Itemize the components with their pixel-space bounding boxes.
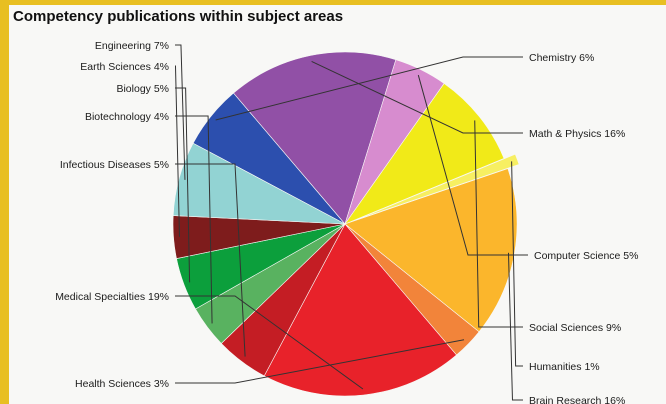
- leader-line-social-sciences: [474, 120, 523, 328]
- slice-label-brain-research: Brain Research 16%: [529, 395, 625, 404]
- slice-labels: Chemistry 6% Math & Physics 16% Computer S…: [55, 40, 638, 404]
- leader-line-health-sciences: [175, 339, 465, 384]
- leader-line-medical-specialties: [175, 295, 364, 390]
- pie-slice-math-physics: [233, 51, 397, 225]
- slice-label-medical-specialties: Medical Specialties 19%: [55, 291, 169, 303]
- leader-line-math-physics: [311, 60, 523, 134]
- pie-chart: Chemistry 6% Math & Physics 16% Computer S…: [55, 40, 638, 404]
- leader-lines: [174, 44, 528, 401]
- slice-label-engineering: Engineering 7%: [95, 40, 169, 52]
- slice-label-infectious-diseases: Infectious Diseases 5%: [60, 159, 169, 171]
- leader-line-brain-research: [507, 252, 523, 401]
- slice-label-earth-sciences: Earth Sciences 4%: [80, 61, 169, 73]
- pie-slice-humanities: [356, 153, 520, 221]
- chart-frame: Competency publications within subject a…: [9, 5, 666, 404]
- leader-line-biology: [175, 87, 191, 283]
- slice-label-computer-science: Computer Science 5%: [534, 250, 638, 262]
- leader-line-computer-science: [417, 74, 528, 256]
- slice-label-biology: Biology 5%: [116, 83, 169, 95]
- slice-label-humanities: Humanities 1%: [529, 361, 600, 373]
- slice-label-social-sciences: Social Sciences 9%: [529, 322, 621, 334]
- leader-line-earth-sciences: [174, 65, 180, 237]
- pie-slice-medical-specialties: [263, 223, 457, 397]
- slice-label-health-sciences: Health Sciences 3%: [75, 378, 169, 390]
- pie-slices: [172, 51, 520, 397]
- leader-line-humanities: [511, 161, 523, 367]
- leader-line-infectious-diseases: [175, 163, 246, 357]
- leader-line-engineering: [175, 44, 186, 180]
- pie-slice-engineering: [172, 142, 346, 225]
- chart-title: Competency publications within subject a…: [13, 8, 344, 25]
- slice-label-biotechnology: Biotechnology 4%: [85, 111, 169, 123]
- leader-line-chemistry: [215, 56, 523, 121]
- pie-slice-social-sciences: [344, 83, 505, 225]
- slice-label-chemistry: Chemistry 6%: [529, 52, 594, 64]
- slice-label-math-physics: Math & Physics 16%: [529, 128, 625, 140]
